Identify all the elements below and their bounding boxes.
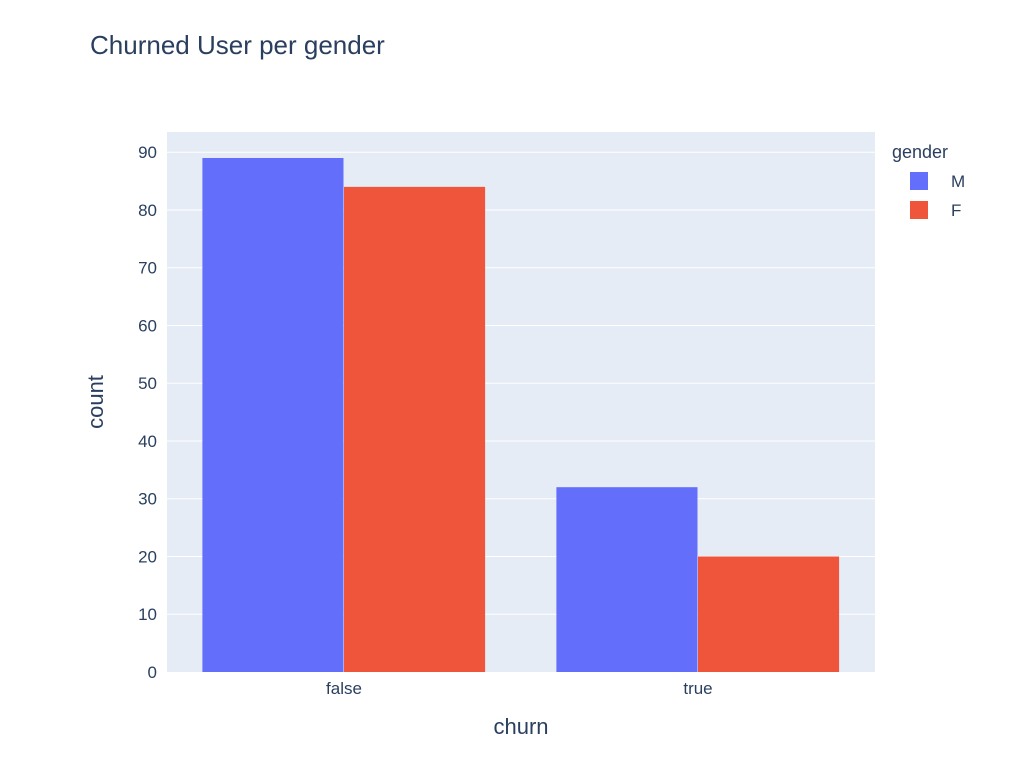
y-tick-label: 70 bbox=[138, 259, 157, 278]
x-tick-label: false bbox=[326, 679, 362, 698]
y-tick-label: 50 bbox=[138, 374, 157, 393]
legend-title: gender bbox=[892, 142, 948, 162]
legend-label-F: F bbox=[951, 201, 961, 220]
legend-swatch-F[interactable] bbox=[910, 201, 928, 219]
x-axis-ticks: false true bbox=[326, 679, 713, 698]
y-tick-label: 0 bbox=[148, 663, 157, 682]
y-axis-title: count bbox=[83, 375, 108, 429]
bar-M-false[interactable] bbox=[202, 157, 344, 672]
y-tick-label: 20 bbox=[138, 547, 157, 566]
bars bbox=[202, 157, 840, 672]
y-tick-label: 40 bbox=[138, 432, 157, 451]
y-tick-label: 80 bbox=[138, 201, 157, 220]
bar-M-true[interactable] bbox=[556, 487, 698, 672]
y-tick-label: 30 bbox=[138, 490, 157, 509]
y-tick-label: 10 bbox=[138, 605, 157, 624]
legend-swatch-M[interactable] bbox=[910, 172, 928, 190]
legend: gender MF bbox=[892, 142, 965, 220]
y-axis-ticks: 0 10 20 30 40 50 60 70 80 90 bbox=[138, 143, 157, 682]
bar-F-true[interactable] bbox=[698, 556, 840, 672]
chart-title: Churned User per gender bbox=[90, 30, 385, 60]
y-tick-label: 90 bbox=[138, 143, 157, 162]
bar-F-false[interactable] bbox=[344, 186, 486, 672]
x-tick-label: true bbox=[683, 679, 712, 698]
legend-label-M: M bbox=[951, 172, 965, 191]
x-axis-title: churn bbox=[493, 714, 548, 739]
y-tick-label: 60 bbox=[138, 316, 157, 335]
